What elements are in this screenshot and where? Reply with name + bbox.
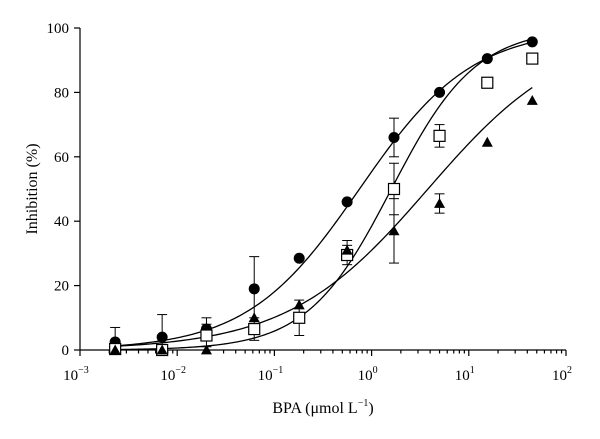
triangle-point (434, 197, 446, 208)
square-point (526, 52, 539, 65)
square-point (387, 182, 401, 196)
y-tick-label: 40 (54, 214, 69, 230)
y-tick-label: 60 (54, 150, 69, 166)
x-axis-label: BPA (μmol L−1) (272, 398, 373, 417)
circle-point (248, 283, 260, 295)
triangle-point (526, 94, 538, 105)
circle-point (526, 36, 538, 48)
circle-point (293, 252, 305, 264)
triangle-point (293, 299, 305, 310)
fit-curves (115, 38, 533, 351)
x-tick-label: 10−3 (63, 365, 89, 384)
fit-curve-filled-circle (115, 41, 533, 347)
square-point (200, 329, 213, 342)
y-tick-label: 20 (54, 279, 69, 295)
circle-point (481, 53, 493, 65)
triangle-point (481, 136, 493, 147)
triangle-point (200, 344, 212, 355)
y-axis-label: Inhibition (%) (24, 143, 41, 234)
x-tick-label: 100 (358, 365, 378, 384)
y-tick-label: 100 (47, 21, 70, 37)
triangle-point (248, 312, 260, 323)
circle-point (341, 196, 353, 208)
square-point (433, 129, 446, 142)
y-tick-label: 80 (54, 85, 69, 101)
triangle-point (109, 344, 121, 355)
fit-curve-filled-triangle (115, 87, 533, 347)
axes (79, 28, 566, 351)
square-point (293, 311, 306, 324)
circle-point (156, 331, 168, 343)
circle-point (434, 86, 446, 98)
y-tick-label: 0 (62, 343, 70, 359)
x-tick-label: 10−2 (160, 365, 186, 384)
triangle-point (341, 244, 353, 255)
x-tick-label: 10−1 (258, 365, 284, 384)
x-tick-label: 101 (455, 365, 475, 384)
triangle-point (388, 225, 400, 236)
fit-curve-open-square (115, 38, 533, 351)
square-point (248, 322, 261, 336)
x-tick-label: 102 (552, 365, 572, 384)
data-points (109, 36, 539, 357)
square-point (481, 76, 494, 89)
triangle-point (156, 344, 168, 355)
ticks: 10−3 10−2 10−1 100 101 102 0 20 40 60 80 100 (47, 21, 573, 384)
circle-point (388, 131, 400, 143)
